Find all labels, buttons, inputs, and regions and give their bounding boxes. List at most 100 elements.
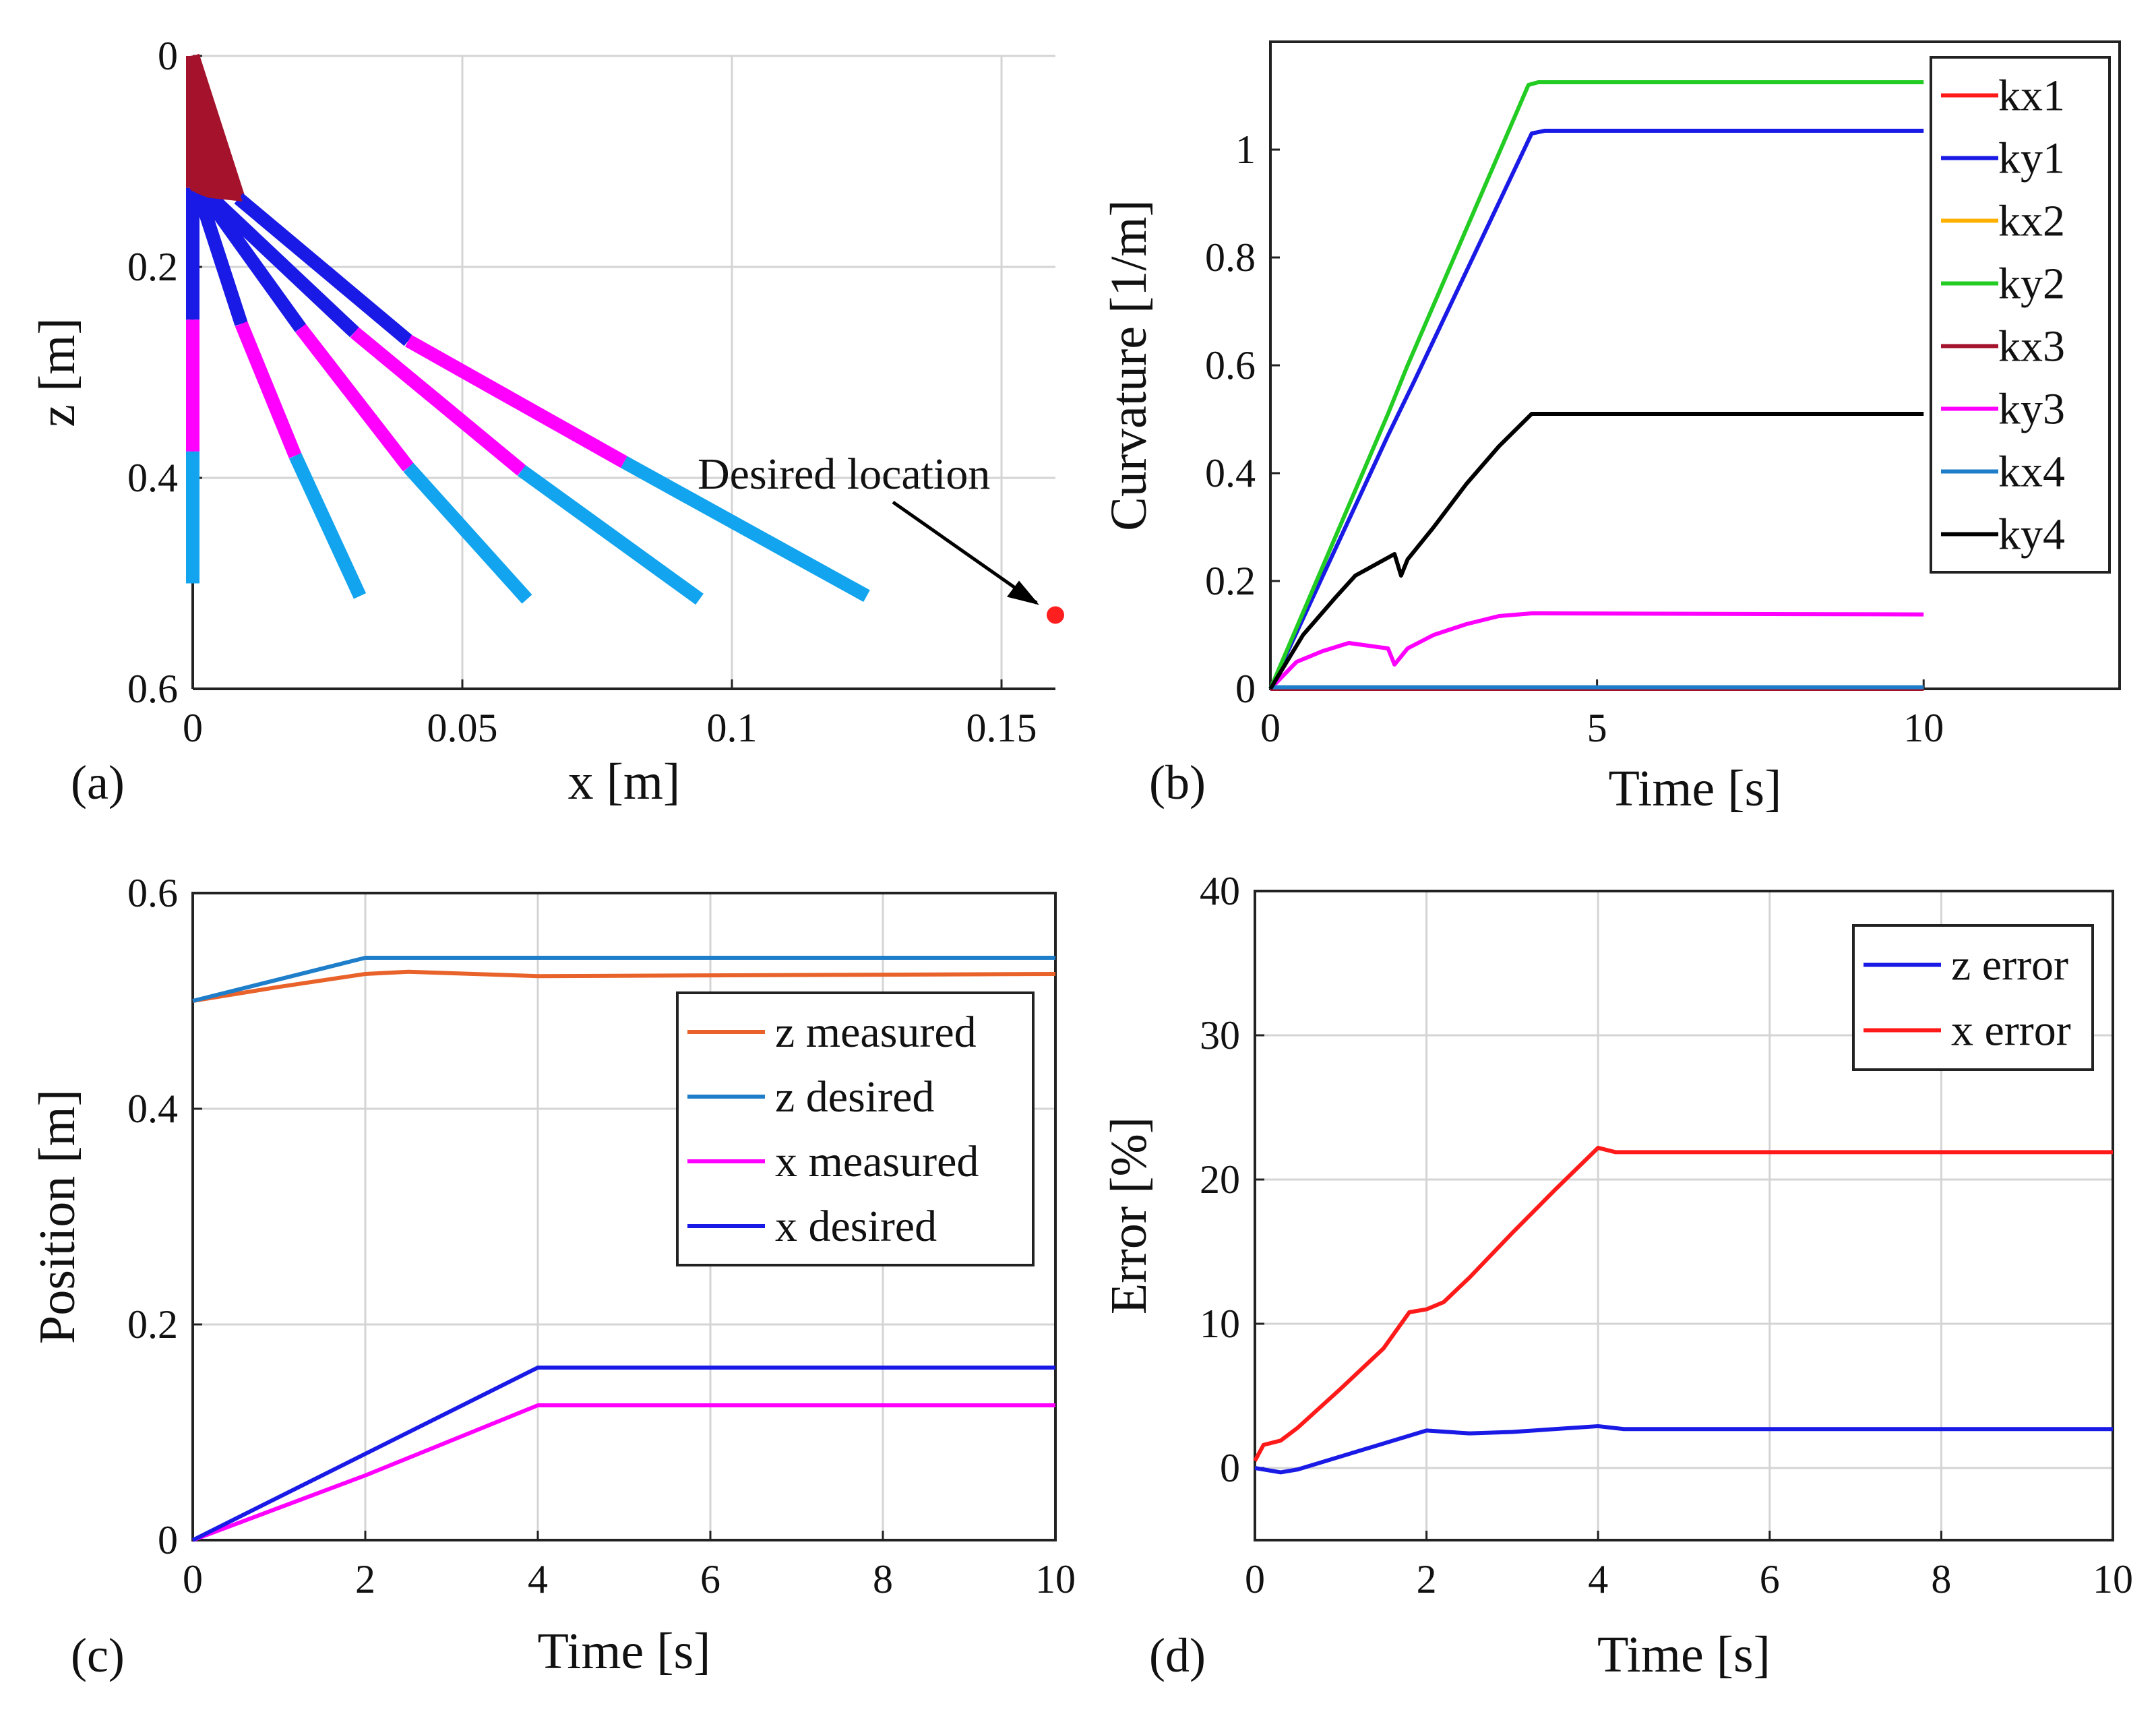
panel-c-xtick-label-1: 2 [355,1557,375,1601]
figure-panels: 0 0.05 0.1 0.15 0 0.2 0.4 0.6 x [m] z [m] (a) Desir… [29,34,2133,1683]
panel-d-ytick-label-0: 0 [1220,1446,1240,1490]
panel-d-xtick-label-1: 2 [1417,1557,1437,1601]
panel-a-shape-4-segment-2 [204,190,359,338]
panel-b-ytick-label-1: 0.2 [1205,559,1256,603]
panel-a-ytick-label-3: 0.6 [127,667,178,711]
panel-a-annotation-arrowhead [1007,580,1039,605]
panel-b-xtick-label-1: 5 [1587,706,1607,750]
panel-b-legend-label-kx4: kx4 [1998,448,2065,497]
panel-d-xlabel: Time [s] [1597,1626,1770,1683]
panel-b-xtick-label-2: 10 [1903,706,1944,750]
panel-b-label: (b) [1149,756,1206,809]
panel-c-xtick-label-5: 10 [1035,1557,1076,1601]
panel-c-xtick-label-4: 8 [873,1557,893,1601]
panel-d-xtick-label-0: 0 [1245,1557,1265,1601]
panel-b-legend-label-ky4: ky4 [1998,510,2065,559]
panel-b-xlabel: Time [s] [1609,760,1782,817]
panel-b-ytick-label-0: 0 [1235,667,1256,711]
panel-d-ytick-label-2: 20 [1200,1157,1240,1202]
panel-c-legend-label-z-measured: z measured [775,1008,977,1057]
panel-a-label: (a) [71,756,125,809]
panel-d-axes-box [1254,890,2114,1541]
panel-a-xlabel: x [m] [568,754,681,810]
panel-c-ylabel: Position [m] [29,1089,86,1344]
panel-b-legend-label-ky1: ky1 [1998,134,2065,183]
panel-a-shape-3-segment-4 [403,462,532,604]
panel-b-legend-box [1930,56,2111,574]
panel-b-ytick-label-5: 1 [1235,127,1256,172]
panel-d-series-z-error [1254,1424,2113,1475]
panel-c: 0 2 4 6 8 10 0 0.2 0.4 0.6 Time [s] Position [m] (c)… [29,871,1076,1682]
panel-a-target-point [1047,606,1064,624]
panel-d-xtick-label-4: 8 [1931,1557,1951,1601]
panel-d-legend-box [1852,924,2094,1071]
panel-a-ylabel: z [m] [29,317,86,427]
panel-d-legend-label-x-error: x error [1951,1006,2071,1056]
panel-b-legend-label-ky2: ky2 [1998,259,2065,309]
panel-c-ytick-label-2: 0.4 [127,1087,178,1131]
panel-c-legend-label-z-desired: z desired [775,1072,934,1122]
panel-a-ytick-label-1: 0.2 [127,245,178,289]
panel-a-shape-2-segment-4 [288,452,367,599]
panel-b-series-ky1 [1268,129,1924,690]
panel-c-ytick-label-1: 0.2 [127,1302,178,1347]
panel-c-legend-label-x-measured: x measured [775,1137,979,1186]
panel-c-legend-label-x-desired: x desired [775,1202,937,1251]
panel-c-series-x-measured [191,1403,1055,1542]
panel-c-xlabel: Time [s] [538,1623,711,1680]
panel-a-shape-2-segment-3 [235,321,302,458]
panel-b-ytick-label-4: 0.8 [1205,235,1256,280]
panel-b-xtick-label-0: 0 [1260,706,1281,750]
panel-d-legend-label-z-error: z error [1951,941,2068,990]
panel-b-legend-label-kx3: kx3 [1998,322,2065,371]
panel-d-xtick-label-2: 4 [1588,1557,1608,1601]
panel-a-xtick-label-0: 0 [183,706,203,750]
panel-d-ytick-label-4: 40 [1200,869,1240,913]
panel-d-xtick-label-5: 10 [2093,1557,2133,1601]
panel-c-xtick-label-2: 4 [528,1557,548,1601]
panel-d-ytick-label-3: 30 [1200,1013,1240,1058]
panel-b-series-ky4 [1268,412,1924,690]
panel-b-legend-label-kx2: kx2 [1998,197,2065,246]
panel-a-annotation: Desired location [698,450,990,499]
panel-c-xtick-label-0: 0 [183,1557,203,1601]
panel-a-shape-3-segment-3 [295,324,414,472]
panel-a-shape-4-segment-3 [350,327,526,476]
panel-c-axes-box [191,892,1057,1541]
panel-c-xtick-label-3: 6 [700,1557,720,1601]
panel-d-ylabel: Error [%] [1101,1117,1157,1314]
panel-d: 0 2 4 6 8 10 0 10 20 30 40 Time [s] Error [%] (d) z er… [1101,869,2133,1683]
panel-b-series-ky2 [1268,80,1924,690]
panel-a-shape-4-segment-4 [518,464,704,605]
panel-b-legend-label-kx1: kx1 [1998,71,2065,121]
panel-a-section1-fan [190,55,243,202]
panel-a-shape-5-segment-3 [405,334,627,468]
panel-d-legend: z error x error [1852,924,2094,1071]
panel-c-series-z-desired [192,956,1055,1003]
panel-b-ytick-label-2: 0.4 [1205,451,1256,495]
panel-a-shape-5-segment-2 [234,193,413,346]
panel-c-ytick-label-3: 0.6 [127,871,178,915]
panel-a-shape-2-segment-2 [191,189,248,326]
panel-d-label: (d) [1149,1628,1206,1682]
panel-a-shape-5-segment-4 [621,456,870,603]
panel-c-legend-box [676,991,1035,1266]
panel-a-xtick-label-1: 0.05 [427,706,498,750]
panel-c-label: (c) [71,1628,125,1682]
panel-b-ylabel: Curvature [1/m] [1101,200,1157,531]
panel-c-ytick-label-0: 0 [158,1518,178,1562]
panel-a: 0 0.05 0.1 0.15 0 0.2 0.4 0.6 x [m] z [m] (a) Desir… [29,34,1064,810]
panel-d-xtick-label-3: 6 [1760,1557,1780,1601]
panel-a-ytick-label-2: 0.4 [127,456,178,500]
panel-c-series-z-measured [192,969,1056,1003]
panel-b-legend-label-ky3: ky3 [1998,385,2065,434]
panel-b-ytick-label-3: 0.6 [1205,343,1256,388]
panel-c-series-x-desired [191,1366,1055,1542]
panel-c-legend: z measured z desired x measured x desired [676,991,1035,1266]
panel-b-legend: kx1 ky1 kx2 ky2 kx3 ky3 kx4 ky4 [1930,56,2111,574]
panel-b: 0 5 10 0 0.2 0.4 0.6 0.8 1 Time [s] Curvature [1/m… [1101,40,2121,817]
panel-a-ytick-label-0: 0 [158,34,178,78]
panel-b-series-ky3 [1268,611,1924,691]
panel-a-xtick-label-3: 0.15 [966,706,1037,750]
